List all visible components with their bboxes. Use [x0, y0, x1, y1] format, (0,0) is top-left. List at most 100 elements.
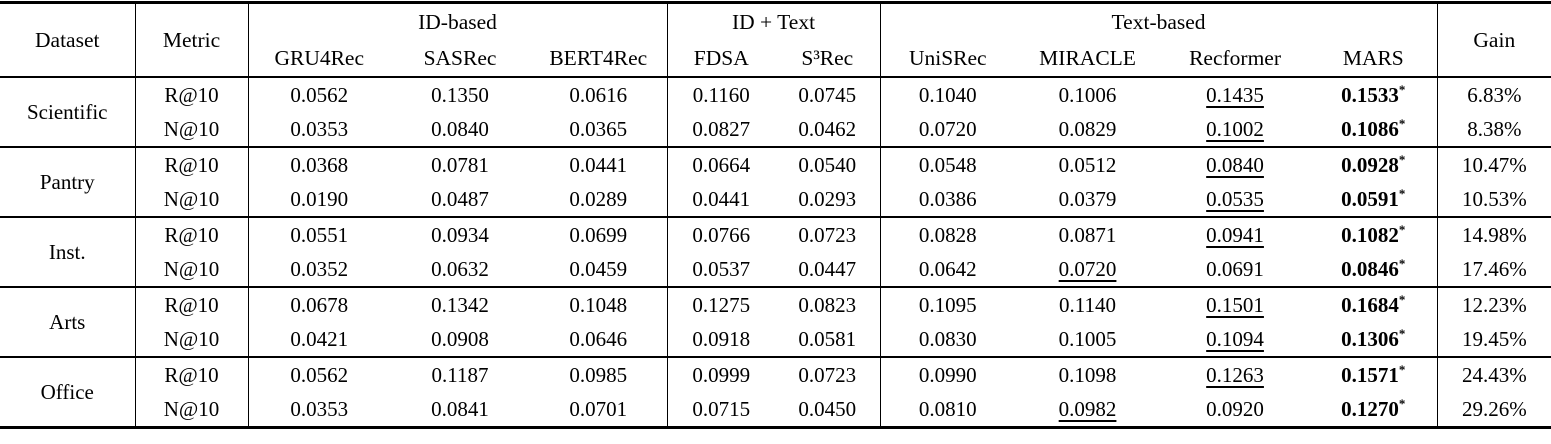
best-value: 0.1684* — [1341, 291, 1406, 317]
value-cell: 0.0766 — [666, 217, 776, 252]
value-cell: 0.1342 — [431, 292, 489, 317]
value-cell: 0.0421 — [247, 322, 390, 357]
value-cell: 0.0990 — [879, 357, 1016, 392]
value-cell: 0.0581 — [798, 326, 857, 351]
value-cell: 0.0827 — [666, 112, 776, 147]
table-row: N@10 0.0352 0.0632 0.0459 0.0537 0.0447 0.0642… — [0, 252, 1551, 287]
dataset-name-cell: Inst. — [48, 239, 86, 264]
value-cell: 0.0591* — [1310, 182, 1437, 217]
dataset-group: Pantry R@10 0.0368 0.0781 0.0441 0.0664 0.0540… — [0, 147, 1551, 217]
second-best-value: 0.1501 — [1206, 292, 1264, 317]
col-header-gain: Gain — [1436, 2, 1551, 77]
value-cell: 0.1040 — [879, 77, 1016, 112]
value-cell: 0.0551 — [247, 217, 390, 252]
dataset-group: Scientific R@10 0.0562 0.1350 0.0616 0.1160 0.… — [0, 77, 1551, 147]
value-cell: 0.0293 — [798, 186, 857, 211]
value-cell: 0.0537 — [666, 252, 776, 287]
significance-star: * — [1398, 185, 1406, 201]
value-cell: 0.0353 — [247, 112, 390, 147]
value-cell: 0.0462 — [798, 116, 857, 141]
gain-cell: 12.23% — [1436, 287, 1551, 322]
value-cell: 0.0840 — [1160, 147, 1310, 182]
value-cell: 0.0908 — [431, 326, 489, 351]
best-value: 0.1270* — [1341, 395, 1406, 421]
value-cell: 0.0386 — [879, 182, 1016, 217]
col-header-dataset: Dataset — [35, 27, 100, 52]
value-cell: 0.0379 — [1058, 186, 1117, 211]
dataset-name-cell: Arts — [49, 309, 86, 334]
significance-star: * — [1398, 115, 1406, 131]
value-cell: 0.0664 — [666, 147, 776, 182]
model-header-gru4rec: GRU4Rec — [247, 40, 390, 77]
best-value: 0.0928* — [1341, 151, 1406, 177]
value-cell: 0.1435 — [1160, 77, 1310, 112]
table-row: N@10 0.0353 0.0840 0.0365 0.0827 0.0462 0.0720… — [0, 112, 1551, 147]
value-cell: 0.0828 — [879, 217, 1016, 252]
dataset-name-cell: Scientific — [27, 99, 108, 124]
value-cell: 0.0846* — [1310, 252, 1437, 287]
table-header: Dataset Metric ID-based ID + Text Text-b… — [0, 2, 1551, 77]
value-cell: 0.1571* — [1310, 357, 1437, 392]
value-cell: 0.1094 — [1160, 322, 1310, 357]
table-row: Scientific R@10 0.0562 0.1350 0.0616 0.1160 0.… — [0, 77, 1551, 124]
model-header-mars: MARS — [1342, 45, 1404, 70]
gain-cell: 6.83% — [1436, 77, 1551, 112]
value-cell: 0.0829 — [1058, 116, 1117, 141]
value-cell: 0.0920 — [1206, 396, 1264, 421]
best-value: 0.0591* — [1341, 185, 1406, 211]
gain-cell: 19.45% — [1436, 322, 1551, 357]
value-cell: 0.1006 — [1058, 82, 1117, 107]
value-cell: 0.0823 — [798, 292, 857, 317]
gain-cell: 8.38% — [1436, 112, 1551, 147]
value-cell: 0.0450 — [798, 396, 857, 421]
metric-cell: R@10 — [134, 357, 248, 392]
value-cell: 0.0487 — [431, 186, 489, 211]
value-cell: 0.0810 — [879, 392, 1016, 428]
second-best-value: 0.1094 — [1206, 326, 1264, 351]
col-header-metric: Metric — [134, 2, 248, 77]
second-best-value: 0.1435 — [1206, 82, 1264, 107]
value-cell: 0.0701 — [569, 396, 628, 421]
value-cell: 0.0982 — [1015, 392, 1160, 428]
value-cell: 0.0745 — [798, 82, 857, 107]
value-cell: 0.1082* — [1310, 217, 1437, 252]
table-row: Inst. R@10 0.0551 0.0934 0.0699 0.0766 0.0723 0… — [0, 217, 1551, 264]
best-value: 0.1086* — [1341, 115, 1406, 141]
metric-cell: N@10 — [134, 112, 248, 147]
value-cell: 0.0540 — [798, 152, 857, 177]
dataset-group: Inst. R@10 0.0551 0.0934 0.0699 0.0766 0.0723 0… — [0, 217, 1551, 287]
second-best-value: 0.0941 — [1206, 222, 1264, 247]
significance-star: * — [1398, 255, 1406, 271]
value-cell: 0.0720 — [1015, 252, 1160, 287]
metric-cell: R@10 — [134, 217, 248, 252]
value-cell: 0.1005 — [1058, 326, 1117, 351]
value-cell: 0.0562 — [247, 357, 390, 392]
best-value: 0.1082* — [1341, 221, 1406, 247]
second-best-value: 0.1002 — [1206, 116, 1264, 141]
second-best-value: 0.0840 — [1206, 152, 1264, 177]
dataset-group: Arts R@10 0.0678 0.1342 0.1048 0.1275 0.0823 0.… — [0, 287, 1551, 357]
value-cell: 0.0723 — [798, 362, 857, 387]
metric-cell: R@10 — [134, 287, 248, 322]
value-cell: 0.1095 — [879, 287, 1016, 322]
metric-cell: N@10 — [134, 392, 248, 428]
value-cell: 0.0871 — [1058, 222, 1117, 247]
gain-cell: 24.43% — [1436, 357, 1551, 392]
model-header-row: GRU4Rec SASRec BERT4Rec FDSA S³Rec UniSR… — [0, 40, 1551, 77]
gain-cell: 17.46% — [1436, 252, 1551, 287]
value-cell: 0.0365 — [569, 116, 628, 141]
significance-star: * — [1398, 221, 1406, 237]
value-cell: 0.1275 — [666, 287, 776, 322]
value-cell: 0.1306* — [1310, 322, 1437, 357]
value-cell: 0.0562 — [247, 77, 390, 112]
second-best-value: 0.0535 — [1206, 186, 1264, 211]
value-cell: 0.0642 — [879, 252, 1016, 287]
value-cell: 0.0941 — [1160, 217, 1310, 252]
dataset-name-cell: Pantry — [39, 169, 95, 194]
value-cell: 0.1501 — [1160, 287, 1310, 322]
table-row: N@10 0.0190 0.0487 0.0289 0.0441 0.0293 0.0386… — [0, 182, 1551, 217]
table-row: N@10 0.0421 0.0908 0.0646 0.0918 0.0581 0.0830… — [0, 322, 1551, 357]
value-cell: 0.0441 — [666, 182, 776, 217]
model-header-bert4rec: BERT4Rec — [549, 45, 648, 70]
best-value: 0.1533* — [1341, 81, 1406, 107]
